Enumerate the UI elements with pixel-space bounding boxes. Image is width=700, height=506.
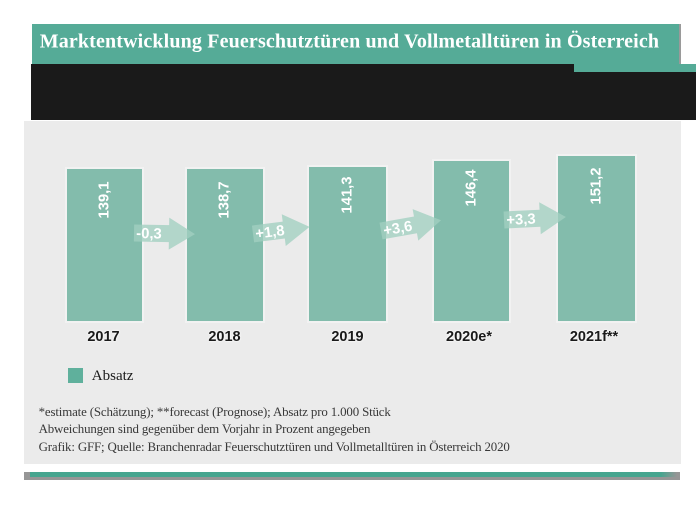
svg-text:-0,3: -0,3 (136, 226, 162, 242)
svg-text:+3,6: +3,6 (382, 218, 414, 239)
svg-text:+1,8: +1,8 (255, 223, 286, 243)
svg-text:+3,3: +3,3 (506, 212, 536, 229)
